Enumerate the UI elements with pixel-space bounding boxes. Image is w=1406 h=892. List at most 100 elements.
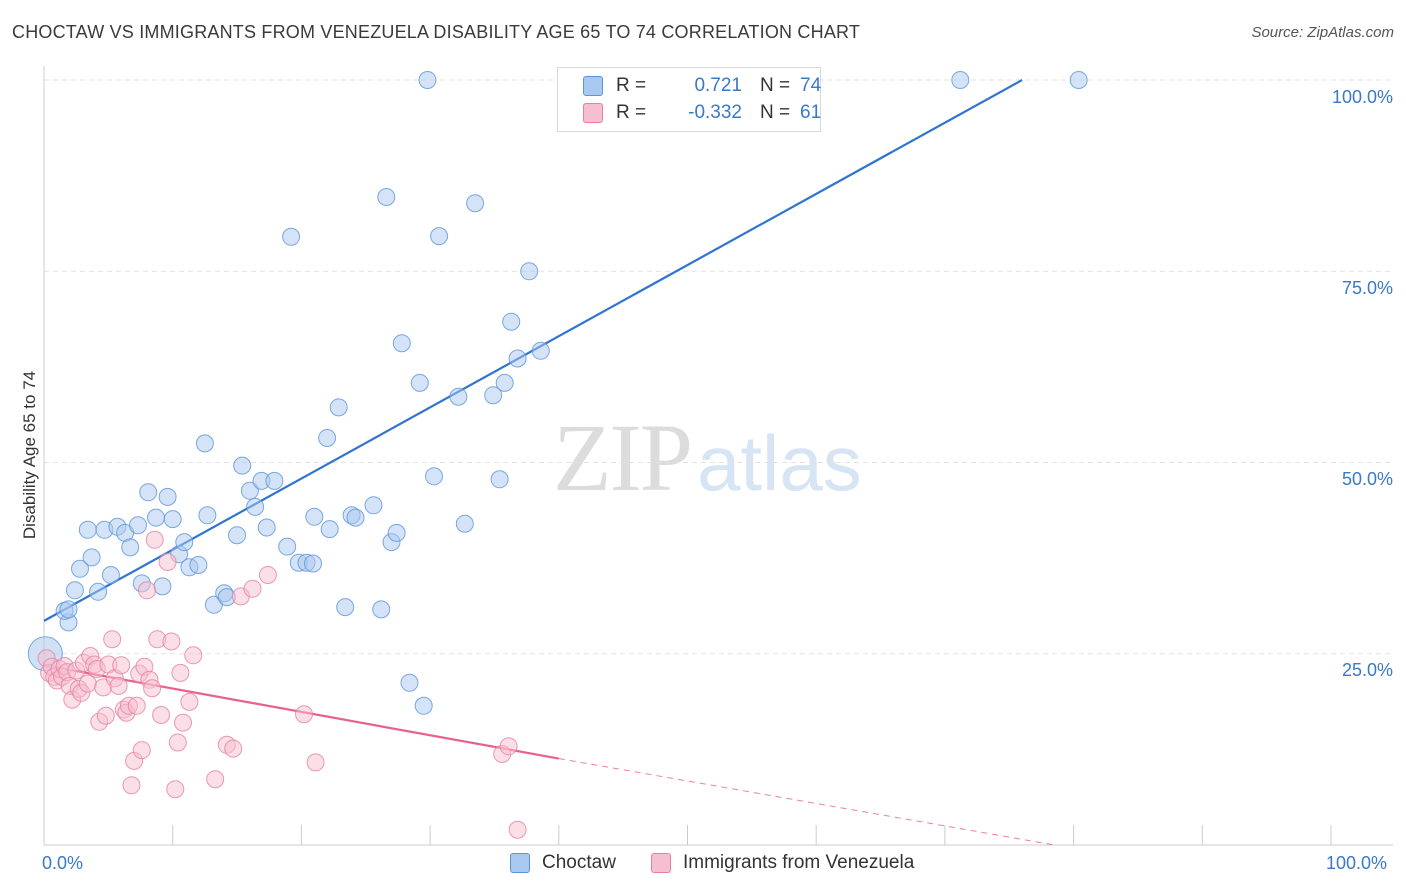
data-point xyxy=(531,341,550,360)
watermark-atlas: atlas xyxy=(697,419,862,507)
data-point xyxy=(233,456,252,475)
data-point xyxy=(59,600,78,619)
data-point xyxy=(295,705,313,724)
legend-r-value: -0.332 xyxy=(688,102,742,123)
watermark: ZIPatlas xyxy=(553,402,862,513)
data-point xyxy=(502,312,521,331)
data-point xyxy=(189,556,208,574)
axes xyxy=(43,66,1393,846)
x-tick-min: 0.0% xyxy=(42,853,84,873)
data-point xyxy=(153,577,172,596)
data-point xyxy=(143,679,162,698)
data-point xyxy=(257,518,276,537)
data-point xyxy=(158,553,177,571)
data-point xyxy=(499,737,518,756)
data-point xyxy=(329,398,348,417)
bottom-legend-label: Immigrants from Venezuela xyxy=(683,852,915,873)
data-point xyxy=(364,496,383,515)
legend-swatch-venezuela xyxy=(583,103,603,123)
scatter-points xyxy=(27,71,1088,839)
data-point xyxy=(372,600,391,619)
data-point xyxy=(139,483,158,502)
y-axis-title: Disability Age 65 to 74 xyxy=(20,370,39,540)
data-point xyxy=(246,497,265,516)
data-point xyxy=(951,71,970,89)
data-point xyxy=(206,770,225,789)
data-point xyxy=(112,656,131,675)
bottom-legend-choctaw: Choctaw xyxy=(510,852,616,874)
y-tick-50: 50.0% xyxy=(1341,469,1393,489)
data-point xyxy=(101,566,120,584)
data-point xyxy=(1069,71,1088,89)
data-point xyxy=(127,696,146,715)
legend-r-value: 0.721 xyxy=(694,75,742,96)
source-label: Source: ZipAtlas.com xyxy=(1251,24,1394,41)
data-point xyxy=(121,538,140,557)
data-point xyxy=(147,508,165,527)
data-point xyxy=(243,579,262,598)
data-point xyxy=(320,520,339,539)
data-point xyxy=(89,582,108,601)
y-tick-25: 25.0% xyxy=(1341,660,1393,680)
data-point xyxy=(346,508,365,527)
x-tick-max: 100.0% xyxy=(1326,853,1388,873)
series-choctaw xyxy=(27,71,1088,715)
data-point xyxy=(103,630,122,649)
data-point xyxy=(282,227,301,246)
data-point xyxy=(425,467,443,486)
data-point xyxy=(508,820,527,839)
legend-n-label: N = xyxy=(760,102,791,123)
data-point xyxy=(392,334,411,353)
watermark-zip: ZIP xyxy=(553,404,693,511)
bottom-legend-label: Choctaw xyxy=(542,852,616,873)
data-point xyxy=(145,530,164,549)
data-point xyxy=(78,520,97,539)
trend-line-extension xyxy=(558,758,1055,846)
data-point xyxy=(166,780,185,799)
legend: R = 0.721 N = 74 R = -0.332 N = 61 xyxy=(557,67,821,132)
data-point xyxy=(484,386,503,405)
legend-r-label: R = xyxy=(616,102,647,123)
data-point xyxy=(377,188,396,206)
legend-n-value: 74 xyxy=(800,75,822,96)
data-point xyxy=(174,713,192,732)
data-point xyxy=(455,514,474,533)
data-point xyxy=(158,487,177,506)
data-point xyxy=(265,471,284,490)
data-point xyxy=(198,506,217,525)
data-point xyxy=(162,632,181,651)
data-point xyxy=(171,663,190,682)
data-point xyxy=(387,523,406,542)
data-point xyxy=(195,434,214,453)
data-point xyxy=(449,387,468,406)
data-point xyxy=(175,533,194,552)
data-point xyxy=(138,581,156,600)
data-point xyxy=(258,566,277,584)
y-tick-75: 75.0% xyxy=(1341,278,1393,298)
data-point xyxy=(304,554,322,573)
data-point xyxy=(418,71,437,89)
data-point xyxy=(228,526,246,545)
y-tick-100: 100.0% xyxy=(1331,87,1393,107)
data-point xyxy=(430,227,449,246)
data-point xyxy=(65,581,84,600)
data-point xyxy=(414,696,433,715)
bottom-legend-venezuela: Immigrants from Venezuela xyxy=(651,852,914,874)
data-point xyxy=(132,741,151,760)
data-point xyxy=(152,706,171,724)
bottom-legend-swatch-venezuela xyxy=(651,853,671,873)
data-point xyxy=(410,373,429,392)
data-point xyxy=(508,349,527,368)
data-point xyxy=(78,674,97,693)
data-point xyxy=(495,373,514,392)
data-point xyxy=(96,706,115,725)
data-point xyxy=(466,194,485,213)
data-point xyxy=(71,559,89,578)
data-point xyxy=(122,776,141,795)
grid xyxy=(44,79,1393,655)
data-point xyxy=(224,739,243,758)
data-point xyxy=(109,676,128,695)
data-point xyxy=(168,733,187,752)
bottom-legend-swatch-choctaw xyxy=(510,853,530,873)
